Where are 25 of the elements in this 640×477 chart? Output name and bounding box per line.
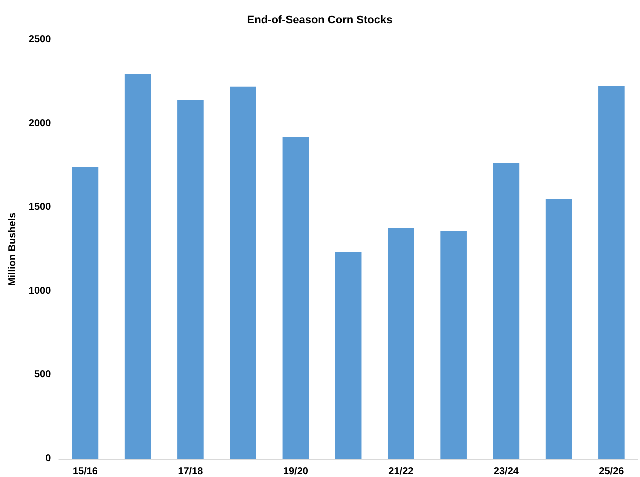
- y-tick-label: 0: [46, 454, 52, 464]
- bar: [493, 163, 520, 459]
- x-tick-label: 15/16: [72, 466, 98, 477]
- bar: [178, 100, 204, 459]
- x-tick-label: 19/20: [283, 466, 309, 477]
- x-tick-label: 21/22: [388, 466, 414, 477]
- bar: [124, 74, 152, 459]
- x-tick-label: 25/26: [599, 466, 625, 477]
- y-tick-label: 1500: [28, 202, 52, 214]
- bar: [282, 137, 310, 459]
- bar: [335, 252, 362, 459]
- y-axis-title: Million Bushels: [8, 212, 18, 286]
- bar: [546, 199, 572, 459]
- y-tick-label: 2500: [28, 34, 52, 46]
- bar: [72, 167, 99, 459]
- bar: [388, 228, 414, 459]
- y-tick-label: 1000: [28, 286, 52, 297]
- bar: [598, 86, 625, 459]
- bar: [230, 86, 256, 459]
- x-tick-label: 23/24: [494, 466, 520, 477]
- chart-title: End-of-Season Corn Stocks: [247, 14, 393, 26]
- y-tick-label: 500: [34, 370, 52, 381]
- y-tick-label: 2000: [28, 118, 52, 130]
- bar: [440, 231, 467, 459]
- x-tick-label: 17/18: [178, 466, 204, 477]
